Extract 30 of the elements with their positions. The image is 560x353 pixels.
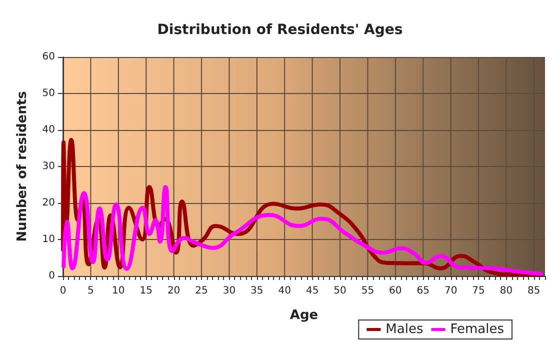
x-tick-label: 55 [361,286,374,296]
x-tick-label: 10 [112,286,125,296]
x-tick-label: 25 [195,286,208,296]
x-tick-label: 35 [250,286,264,296]
x-tick-label: 60 [389,286,402,296]
legend-label: Males [386,322,424,337]
x-tick-label: 30 [222,286,236,296]
y-axis-title: Number of residents [15,90,30,242]
x-tick-label: 45 [306,286,319,296]
x-tick-label: 5 [88,286,94,296]
y-tick-label: 50 [42,88,55,99]
x-tick-label: 70 [444,286,458,296]
x-tick-label: 15 [140,286,152,296]
x-axis-title: Age [290,308,318,323]
y-tick-label: 20 [42,198,55,208]
y-tick-label: 0 [48,270,55,282]
y-tick-label: 30 [42,161,55,172]
x-tick-label: 40 [278,286,291,296]
y-tick-label: 60 [42,52,55,62]
y-tick-label: 10 [42,234,55,245]
x-tick-label: 0 [60,286,66,296]
legend-label: Females [450,322,504,337]
x-tick-label: 85 [528,286,540,296]
x-tick-label: 65 [416,286,430,296]
x-tick-label: 80 [500,286,513,296]
x-tick-label: 20 [167,286,180,296]
x-tick-label: 50 [334,286,346,296]
chart-title: Distribution of Residents' Ages [157,22,403,38]
x-tick-label: 75 [472,286,485,296]
y-tick-label: 40 [42,124,55,136]
